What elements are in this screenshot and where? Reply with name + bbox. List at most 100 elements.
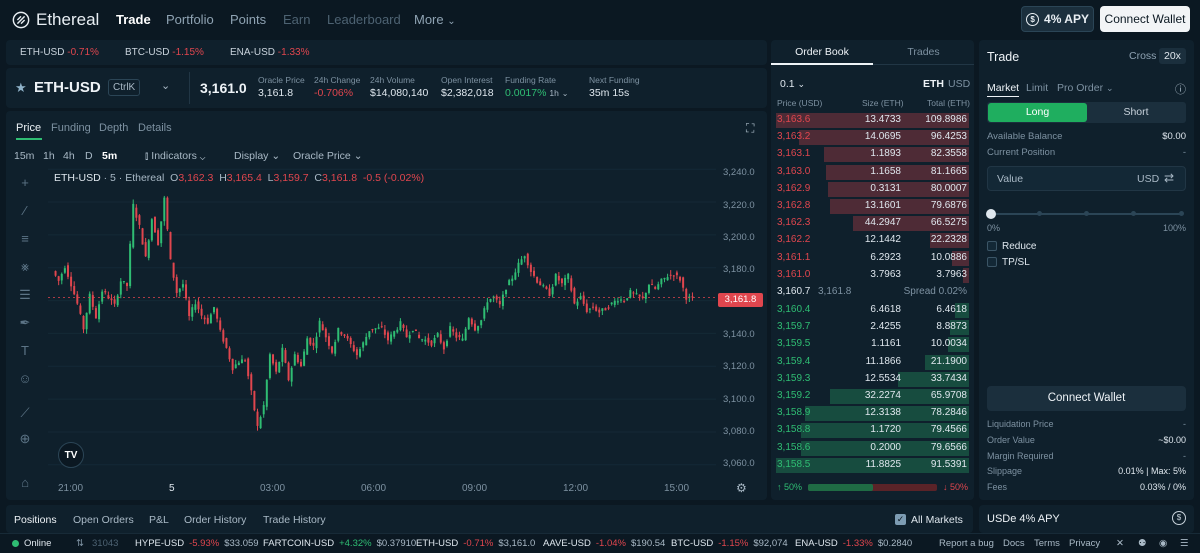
chart-settings-gear-icon[interactable]: ⚙︎ [736,481,747,495]
value-input[interactable]: Value USD ⇄ [987,166,1186,191]
detail-value[interactable]: 0.01% | Max: 5% [1118,466,1186,476]
crosshair-icon[interactable]: + [21,175,29,190]
nav-points[interactable]: Points [230,12,267,27]
all-markets-checkbox[interactable]: ✓ [895,514,906,525]
info-icon[interactable]: ⓘ [1175,84,1186,96]
tab-trades[interactable]: Trades [873,40,974,65]
footer-ticker-item[interactable]: BTC-USD -1.15% $92,074 [671,538,788,549]
ask-row[interactable]: 3,163.2 14.0695 96.4253 [771,129,974,146]
home-icon[interactable]: ⌂ [21,475,29,490]
indicators-menu[interactable]: ⫾︎ Indicators ⌄ [145,150,205,163]
ruler-icon[interactable]: ⟋ [20,405,30,420]
unit-usd-toggle[interactable]: USD [948,78,971,90]
order-type-pro[interactable]: Pro Order ⌄ [1057,82,1114,94]
horizontal-lines-icon[interactable]: ≡ [21,231,29,246]
stat-funding-rate[interactable]: Funding Rate 0.0017% 1h ⌄ [505,75,568,99]
chevron-down-icon[interactable]: ⌄ [161,80,171,92]
pin-ticker-icon[interactable]: ⇅ [76,538,84,549]
pattern-icon[interactable]: ⨳ [20,259,30,274]
display-menu[interactable]: Display ⌄ [234,150,280,162]
ask-row[interactable]: 3,162.2 12.1442 22.2328 [771,232,974,249]
unit-eth-toggle[interactable]: ETH [923,78,944,90]
footer-ticker-item[interactable]: ENA-USD -1.33% $0.2840 [795,538,912,549]
github-icon[interactable]: ◉ [1159,538,1168,549]
ask-row[interactable]: 3,163.1 1.1893 82.3558 [771,146,974,163]
fib-icon[interactable]: ☰ [19,287,31,302]
timeframe-4h[interactable]: 4h [63,150,75,162]
tab-details[interactable]: Details [138,122,172,134]
footer-ticker-item[interactable]: AAVE-USD -1.04% $190.54 [543,538,665,549]
docs-link[interactable]: Docs [1003,538,1025,549]
swap-units-icon[interactable]: ⇄ [1164,171,1175,185]
tradingview-logo-icon[interactable]: TV [58,442,84,468]
tpsl-checkbox[interactable] [987,257,997,267]
tab-positions[interactable]: Positions [14,514,57,526]
discord-icon[interactable]: ⚉ [1138,538,1147,549]
fullscreen-icon[interactable]: ⛶ [746,121,755,135]
size-slider-handle[interactable] [986,209,996,219]
report-bug-link[interactable]: Report a bug [939,538,994,549]
ask-row[interactable]: 3,162.8 13.1601 79.6876 [771,198,974,215]
ask-row[interactable]: 3,162.3 44.2947 66.5275 [771,215,974,232]
timeframe-1h[interactable]: 1h [43,150,55,162]
connect-wallet-button[interactable]: Connect Wallet [1100,6,1190,32]
margin-mode-cross[interactable]: Cross [1129,50,1157,62]
market-search-shortcut[interactable]: CtrlK [108,79,141,96]
bid-row[interactable]: 3,158.5 11.8825 91.5391 [771,457,974,474]
tab-open-orders[interactable]: Open Orders [73,514,134,526]
tab-funding[interactable]: Funding [51,122,91,134]
bid-row[interactable]: 3,159.7 2.4255 8.8873 [771,319,974,336]
nav-portfolio[interactable]: Portfolio [166,12,214,27]
apy-button[interactable]: $ 4% APY [1021,6,1094,32]
tab-price[interactable]: Price [16,122,42,134]
order-type-market[interactable]: Market [987,82,1020,94]
market-symbol[interactable]: ETH-USD [34,79,101,96]
ask-row[interactable]: 3,161.1 6.2923 10.0886 [771,250,974,267]
tab-pnl[interactable]: P&L [149,514,169,526]
zoom-icon[interactable]: ⊕ [19,431,31,446]
bid-row[interactable]: 3,158.6 0.2000 79.6566 [771,440,974,457]
ticker-eth[interactable]: ETH-USD -0.71% [20,47,99,58]
nav-more[interactable]: More ⌄ [414,12,456,27]
ask-row[interactable]: 3,163.0 1.1658 81.1665 [771,164,974,181]
tab-order-book[interactable]: Order Book [771,40,873,65]
bid-row[interactable]: 3,159.5 1.1161 10.0034 [771,336,974,353]
ask-row[interactable]: 3,163.6 13.4733 109.8986 [771,112,974,129]
text-tool-icon[interactable]: T [21,343,29,358]
bid-row[interactable]: 3,160.4 6.4618 6.4618 [771,302,974,319]
bid-row[interactable]: 3,159.3 12.5534 33.7434 [771,371,974,388]
ask-row[interactable]: 3,161.0 3.7963 3.7963 [771,267,974,284]
footer-ticker-item[interactable]: ETH-USD -0.71% $3,161.0 [416,538,535,549]
brand-logo[interactable]: Ethereal [12,10,99,30]
nav-leaderboard[interactable]: Leaderboard [327,12,401,27]
footer-ticker-item[interactable]: FARTCOIN-USD +4.32% $0.37910 [263,538,416,549]
reduce-checkbox[interactable] [987,241,997,251]
connect-wallet-trade-button[interactable]: Connect Wallet [987,386,1186,411]
usde-apy-panel[interactable]: USDe 4% APY $ [979,505,1194,533]
brush-icon[interactable]: ✒︎ [19,315,31,330]
trend-line-icon[interactable]: ∕ [23,203,27,218]
emoji-icon[interactable]: ☺︎ [18,371,32,386]
nav-earn[interactable]: Earn [283,12,311,27]
oracle-price-menu[interactable]: Oracle Price ⌄ [293,150,363,162]
nav-trade[interactable]: Trade [116,12,151,27]
timeframe-d[interactable]: D [85,150,93,162]
docs-book-icon[interactable]: ☰ [1180,538,1189,549]
bid-row[interactable]: 3,158.8 1.1720 79.4566 [771,422,974,439]
ask-row[interactable]: 3,162.9 0.3131 80.0007 [771,181,974,198]
timeframe-15m[interactable]: 15m [14,150,35,162]
tab-order-history[interactable]: Order History [184,514,247,526]
tab-depth[interactable]: Depth [99,122,129,134]
ticker-btc[interactable]: BTC-USD -1.15% [125,47,204,58]
ticker-ena[interactable]: ENA-USD -1.33% [230,47,309,58]
bid-row[interactable]: 3,159.2 32.2274 65.9708 [771,388,974,405]
timeframe-5m[interactable]: 5m [102,150,118,162]
tick-size-select[interactable]: 0.1 ⌄ [780,78,805,90]
long-button[interactable]: Long [988,103,1087,122]
privacy-link[interactable]: Privacy [1069,538,1101,549]
price-chart[interactable] [48,161,716,473]
footer-ticker-item[interactable]: HYPE-USD -5.93% $33.059 [135,538,259,549]
order-type-limit[interactable]: Limit [1026,82,1049,94]
favorite-star-icon[interactable]: ★ [15,80,27,95]
tab-trade-history[interactable]: Trade History [263,514,326,526]
